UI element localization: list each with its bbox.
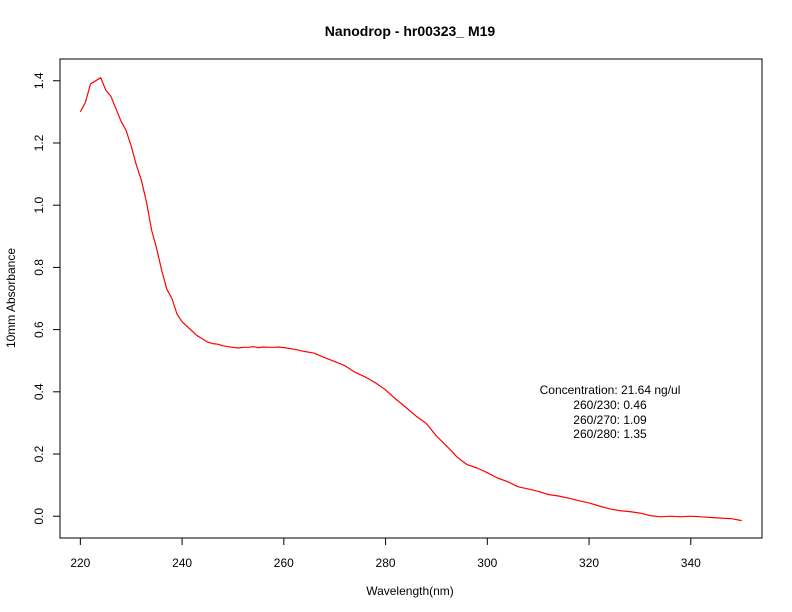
annotation-block: Concentration: 21.64 ng/ul 260/230: 0.46… [540, 383, 681, 441]
annotation-concentration: Concentration: 21.64 ng/ul [540, 383, 681, 397]
y-tick-label: 0.0 [32, 508, 46, 525]
x-tick-label: 320 [579, 556, 599, 570]
y-tick-label: 0.6 [32, 321, 46, 338]
y-axis-label: 10mm Absorbance [4, 248, 18, 348]
y-tick-label: 0.2 [32, 445, 46, 462]
x-tick-label: 260 [274, 556, 294, 570]
x-tick-label: 300 [477, 556, 497, 570]
x-tick-label: 280 [376, 556, 396, 570]
chart-title: Nanodrop - hr00323_ M19 [325, 23, 496, 39]
series-line-1 [79, 77, 742, 522]
y-tick-label: 1.2 [32, 134, 46, 151]
x-tick-label: 240 [172, 556, 192, 570]
annotation-ratio-260-230: 260/230: 0.46 [573, 398, 647, 412]
plot-frame [59, 58, 763, 539]
x-tick-label: 340 [681, 556, 701, 570]
x-axis: 220 240 260 280 300 320 340 [70, 538, 701, 570]
annotation-ratio-260-270: 260/270: 1.09 [573, 413, 647, 427]
series-layer [79, 77, 742, 522]
x-tick-label: 220 [70, 556, 90, 570]
y-tick-label: 0.4 [32, 383, 46, 400]
y-tick-label: 0.8 [32, 259, 46, 276]
annotation-ratio-260-280: 260/280: 1.35 [573, 427, 647, 441]
y-tick-label: 1.4 [32, 72, 46, 89]
x-axis-label: Wavelength(nm) [366, 584, 454, 598]
y-tick-label: 1.0 [32, 197, 46, 214]
y-axis: 0.0 0.2 0.4 0.6 0.8 1.0 1.2 1.4 [32, 72, 60, 525]
